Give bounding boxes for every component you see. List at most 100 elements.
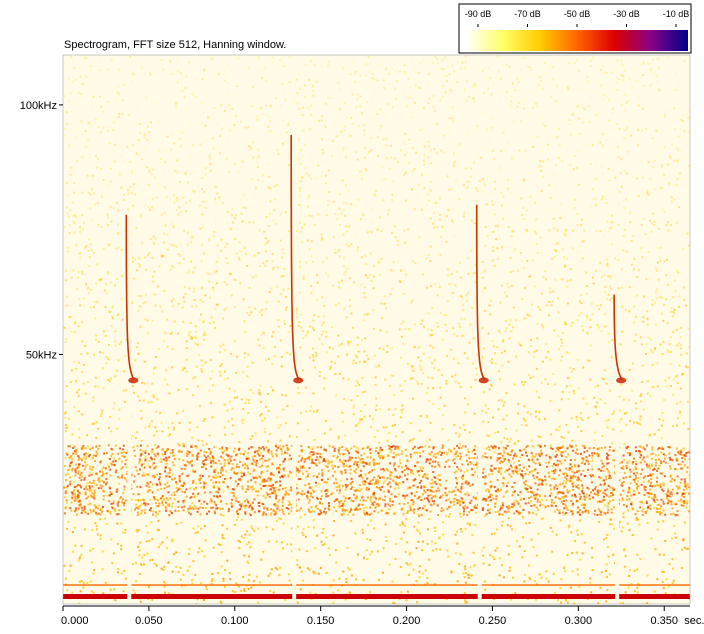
band-pixel — [583, 447, 586, 449]
noise-pixel — [408, 162, 411, 165]
band-pixel — [412, 479, 415, 482]
noise-pixel — [111, 149, 114, 152]
noise-pixel — [679, 326, 682, 329]
noise-pixel — [202, 419, 205, 422]
noise-pixel — [625, 424, 628, 426]
band-pixel — [211, 455, 214, 458]
noise-pixel — [551, 550, 554, 553]
noise-pixel — [639, 394, 642, 397]
noise-pixel — [555, 249, 558, 252]
noise-pixel — [447, 65, 450, 68]
noise-pixel — [311, 215, 314, 217]
noise-pixel — [404, 161, 407, 164]
noise-pixel — [592, 188, 594, 191]
noise-pixel — [465, 181, 468, 184]
noise-pixel — [308, 79, 311, 81]
band-pixel — [573, 463, 576, 466]
noise-pixel — [454, 380, 457, 383]
noise-pixel — [618, 203, 621, 206]
noise-pixel — [227, 487, 230, 490]
noise-pixel — [220, 565, 223, 568]
noise-pixel — [363, 313, 366, 316]
band-pixel — [278, 509, 281, 512]
noise-pixel — [204, 167, 207, 170]
noise-pixel — [242, 219, 245, 222]
noise-pixel — [410, 422, 412, 425]
noise-pixel — [470, 456, 473, 459]
noise-pixel — [491, 494, 494, 497]
noise-pixel — [456, 335, 459, 338]
noise-pixel — [622, 64, 625, 67]
band-pixel — [261, 457, 264, 460]
band-pixel — [267, 451, 270, 454]
noise-pixel — [234, 591, 237, 593]
noise-pixel — [136, 469, 138, 472]
noise-pixel — [655, 291, 657, 294]
noise-pixel — [223, 462, 226, 465]
band-pixel — [636, 486, 638, 489]
noise-pixel — [604, 402, 607, 405]
noise-pixel — [658, 464, 661, 467]
noise-pixel — [502, 506, 504, 509]
noise-pixel — [418, 86, 420, 89]
noise-pixel — [259, 107, 262, 110]
noise-pixel — [364, 337, 367, 340]
noise-pixel — [179, 566, 182, 569]
noise-pixel — [107, 271, 110, 274]
noise-pixel — [76, 465, 79, 468]
noise-pixel — [542, 517, 545, 520]
noise-pixel — [421, 540, 424, 543]
noise-pixel — [113, 121, 116, 124]
noise-pixel — [385, 307, 388, 310]
noise-pixel — [503, 150, 506, 153]
noise-pixel — [325, 209, 328, 212]
noise-pixel — [559, 587, 562, 590]
noise-pixel — [463, 352, 466, 355]
band-pixel — [688, 458, 690, 460]
band-pixel — [679, 453, 682, 456]
noise-pixel — [312, 260, 315, 263]
noise-pixel — [78, 252, 81, 255]
noise-pixel — [519, 456, 522, 459]
noise-pixel — [592, 282, 595, 285]
noise-pixel — [248, 555, 250, 558]
noise-pixel — [631, 506, 634, 509]
noise-pixel — [432, 387, 435, 390]
noise-pixel — [472, 337, 475, 340]
noise-pixel — [102, 247, 105, 250]
band-pixel — [659, 483, 662, 486]
noise-pixel — [503, 291, 506, 294]
noise-pixel — [258, 265, 261, 267]
band-pixel — [279, 476, 282, 479]
noise-pixel — [414, 84, 417, 87]
noise-pixel — [410, 223, 413, 226]
noise-pixel — [345, 581, 348, 584]
noise-pixel — [157, 347, 160, 350]
noise-pixel — [167, 592, 170, 595]
band-pixel — [353, 489, 356, 492]
noise-pixel — [68, 569, 71, 572]
noise-pixel — [605, 563, 608, 566]
noise-pixel — [94, 376, 97, 379]
band-pixel — [157, 504, 160, 507]
noise-pixel — [299, 411, 302, 414]
band-pixel — [448, 490, 451, 493]
noise-pixel — [171, 473, 174, 476]
band-pixel — [344, 509, 347, 512]
noise-pixel — [627, 99, 630, 102]
band-pixel — [685, 471, 688, 474]
band-pixel — [69, 483, 72, 486]
noise-pixel — [647, 237, 649, 240]
noise-pixel — [183, 300, 186, 303]
noise-pixel — [90, 249, 93, 251]
noise-pixel — [554, 249, 556, 251]
noise-pixel — [97, 126, 100, 128]
noise-pixel — [550, 477, 553, 480]
band-pixel — [667, 499, 670, 502]
band-pixel — [281, 508, 284, 511]
noise-pixel — [248, 485, 251, 488]
noise-pixel — [127, 208, 130, 211]
noise-pixel — [462, 184, 465, 186]
noise-pixel — [100, 415, 102, 417]
noise-pixel — [324, 102, 327, 105]
